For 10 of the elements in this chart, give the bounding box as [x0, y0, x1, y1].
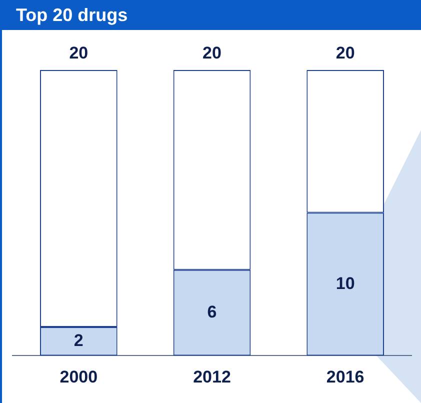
x-tick-label: 2012: [193, 367, 231, 386]
total-label: 20: [202, 44, 222, 63]
x-tick-label: 2016: [326, 367, 364, 386]
chart-title: Top 20 drugs: [0, 0, 421, 30]
data-label: 2: [74, 331, 84, 350]
total-label: 20: [336, 44, 355, 63]
x-tick-label: 2000: [60, 367, 98, 386]
total-label: 20: [69, 44, 88, 63]
data-label: 10: [336, 274, 355, 293]
data-label: 6: [207, 302, 217, 322]
